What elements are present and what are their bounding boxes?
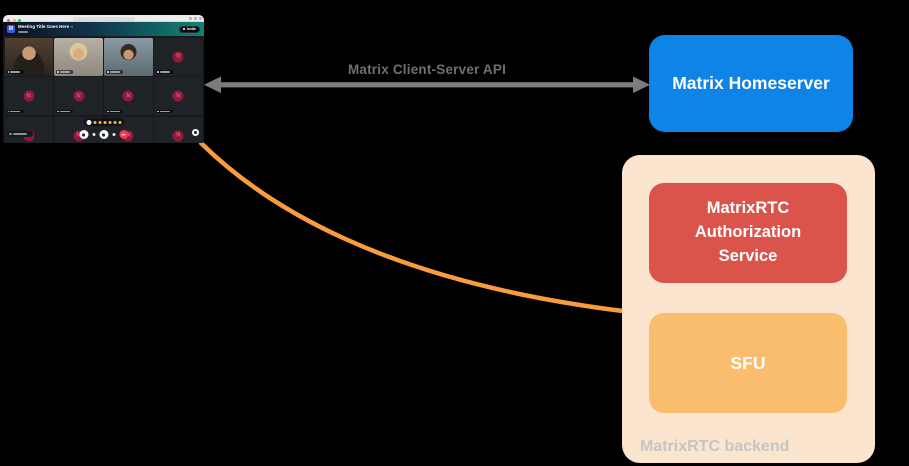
emoji-reaction-icon[interactable] xyxy=(113,120,116,124)
sfu-box: SFU xyxy=(649,313,847,413)
name-text-bar xyxy=(59,71,70,73)
api-arrow-label: Matrix Client-Server API xyxy=(347,62,507,77)
emoji-reaction-icon[interactable] xyxy=(98,120,101,124)
video-tile[interactable]: N xyxy=(4,116,53,143)
video-tile[interactable]: N xyxy=(4,77,53,115)
participant-avatar: N xyxy=(122,130,134,141)
address-bar[interactable] xyxy=(73,16,135,21)
mic-status-icon xyxy=(7,71,9,73)
raise-hand-icon[interactable] xyxy=(86,119,91,125)
participant-name-pill xyxy=(156,109,174,113)
name-text-bar xyxy=(10,110,20,112)
settings-button[interactable] xyxy=(192,129,199,136)
video-tile[interactable]: N xyxy=(104,77,153,115)
download-icon[interactable] xyxy=(194,17,197,20)
mic-status-icon xyxy=(107,110,109,112)
participant-avatar: N xyxy=(172,90,184,102)
homeserver-box: Matrix Homeserver xyxy=(649,35,853,132)
online-dot-icon xyxy=(9,132,12,136)
name-text-bar xyxy=(109,110,120,112)
emoji-reaction-icon[interactable] xyxy=(93,120,96,124)
participant-avatar: N xyxy=(172,51,184,62)
emoji-reaction-icon[interactable] xyxy=(118,120,121,124)
mic-status-icon xyxy=(7,110,9,112)
more-dot-icon[interactable] xyxy=(92,133,95,136)
participant-avatar: N xyxy=(73,90,85,102)
participant-name-pill xyxy=(56,109,74,113)
call-controls xyxy=(79,130,128,139)
name-text-bar xyxy=(10,71,20,73)
video-tile[interactable] xyxy=(104,37,153,76)
call-header-text: Meeting Title Goes Here xyxy=(18,24,73,33)
matrixrtc-backend-container: MatrixRTC Authorization Service SFU Matr… xyxy=(622,155,875,463)
name-text-bar xyxy=(159,71,170,73)
emoji-reaction-icon[interactable] xyxy=(108,120,111,124)
hangup-button[interactable] xyxy=(119,130,128,139)
mic-status-icon xyxy=(57,71,59,73)
status-text-bar xyxy=(13,133,27,135)
participant-video xyxy=(4,37,53,76)
mic-button[interactable] xyxy=(79,130,88,139)
meeting-title: Meeting Title Goes Here xyxy=(18,24,73,30)
new-tab-icon[interactable] xyxy=(199,17,202,20)
share-icon[interactable] xyxy=(189,17,192,20)
video-grid: N N N N N N N N N xyxy=(3,36,204,143)
participant-avatar: N xyxy=(23,90,35,102)
auth-service-box: MatrixRTC Authorization Service xyxy=(649,183,847,283)
participant-avatar: N xyxy=(122,90,134,102)
call-header: M Meeting Title Goes Here Invite xyxy=(3,22,204,36)
participant-name-pill xyxy=(6,109,24,113)
client-server-arrow xyxy=(204,76,650,94)
video-tile[interactable]: N xyxy=(154,37,203,76)
traffic-light[interactable] xyxy=(12,19,16,22)
client-to-sfu-curve xyxy=(198,140,626,314)
name-text-bar xyxy=(109,71,120,73)
video-tile[interactable]: N xyxy=(54,77,103,115)
participant-video xyxy=(104,37,153,76)
camera-button[interactable] xyxy=(99,130,108,139)
traffic-lights xyxy=(3,15,21,27)
participant-name-pill xyxy=(106,109,124,113)
invite-button[interactable]: Invite xyxy=(179,26,200,33)
video-tile[interactable] xyxy=(4,37,53,76)
mic-status-icon xyxy=(57,110,59,112)
app-logo: M xyxy=(7,25,15,33)
participant-count xyxy=(18,31,28,33)
video-tile[interactable] xyxy=(54,37,103,76)
emoji-reaction-icon[interactable] xyxy=(103,120,106,124)
name-text-bar xyxy=(59,110,70,112)
hangup-icon xyxy=(121,133,126,136)
homeserver-label: Matrix Homeserver xyxy=(672,73,830,93)
chevron-down-icon[interactable] xyxy=(70,25,73,28)
more-dot-icon[interactable] xyxy=(112,133,115,136)
participant-video xyxy=(54,37,103,76)
camera-icon xyxy=(102,133,105,136)
participant-name-pill xyxy=(156,70,174,74)
participant-name-pill xyxy=(106,70,124,74)
participant-name-pill xyxy=(56,70,74,74)
mic-icon xyxy=(82,133,85,136)
mic-status-icon xyxy=(157,110,159,112)
mic-status-icon xyxy=(157,71,159,73)
traffic-light[interactable] xyxy=(7,19,10,22)
invite-icon xyxy=(183,28,186,31)
sfu-label: SFU xyxy=(730,352,766,373)
participant-avatar: N xyxy=(172,130,184,141)
reactions-bar[interactable] xyxy=(83,118,124,126)
traffic-light[interactable] xyxy=(18,19,21,22)
mic-status-icon xyxy=(107,71,109,73)
participant-avatar: N xyxy=(73,130,85,141)
backend-container-label: MatrixRTC backend xyxy=(640,438,790,455)
connection-status-pill xyxy=(7,131,33,137)
name-text-bar xyxy=(159,110,170,112)
browser-chrome xyxy=(3,15,204,22)
video-tile[interactable]: N xyxy=(154,77,203,115)
auth-service-label: MatrixRTC Authorization Service xyxy=(694,199,802,265)
participant-name-pill xyxy=(6,70,24,74)
